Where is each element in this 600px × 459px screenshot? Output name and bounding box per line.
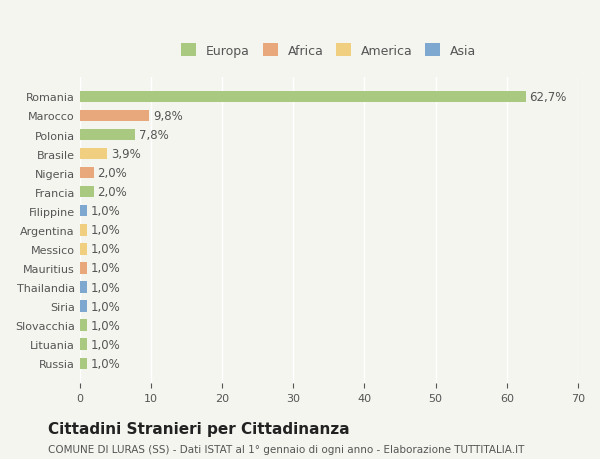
Text: 3,9%: 3,9%	[111, 148, 141, 161]
Bar	[80, 168, 94, 179]
Text: 1,0%: 1,0%	[91, 262, 120, 275]
Text: 1,0%: 1,0%	[91, 338, 120, 351]
Text: 1,0%: 1,0%	[91, 319, 120, 332]
Text: 2,0%: 2,0%	[98, 167, 127, 180]
Text: Cittadini Stranieri per Cittadinanza: Cittadini Stranieri per Cittadinanza	[48, 421, 350, 436]
Bar	[80, 244, 87, 255]
Bar	[80, 339, 87, 350]
Bar	[80, 282, 87, 293]
Text: 2,0%: 2,0%	[98, 186, 127, 199]
Text: 1,0%: 1,0%	[91, 224, 120, 237]
Text: 1,0%: 1,0%	[91, 281, 120, 294]
Bar	[80, 358, 87, 369]
Bar	[80, 301, 87, 312]
Text: 9,8%: 9,8%	[153, 110, 183, 123]
Legend: Europa, Africa, America, Asia: Europa, Africa, America, Asia	[181, 44, 476, 58]
Bar	[80, 111, 149, 122]
Text: 1,0%: 1,0%	[91, 205, 120, 218]
Text: COMUNE DI LURAS (SS) - Dati ISTAT al 1° gennaio di ogni anno - Elaborazione TUTT: COMUNE DI LURAS (SS) - Dati ISTAT al 1° …	[48, 444, 524, 454]
Text: 1,0%: 1,0%	[91, 300, 120, 313]
Text: 62,7%: 62,7%	[530, 91, 567, 104]
Bar	[80, 129, 135, 141]
Bar	[80, 206, 87, 217]
Bar	[80, 149, 107, 160]
Text: 1,0%: 1,0%	[91, 243, 120, 256]
Bar	[80, 187, 94, 198]
Bar	[80, 263, 87, 274]
Text: 1,0%: 1,0%	[91, 357, 120, 370]
Bar	[80, 320, 87, 331]
Bar	[80, 91, 526, 103]
Bar	[80, 224, 87, 236]
Text: 7,8%: 7,8%	[139, 129, 169, 142]
